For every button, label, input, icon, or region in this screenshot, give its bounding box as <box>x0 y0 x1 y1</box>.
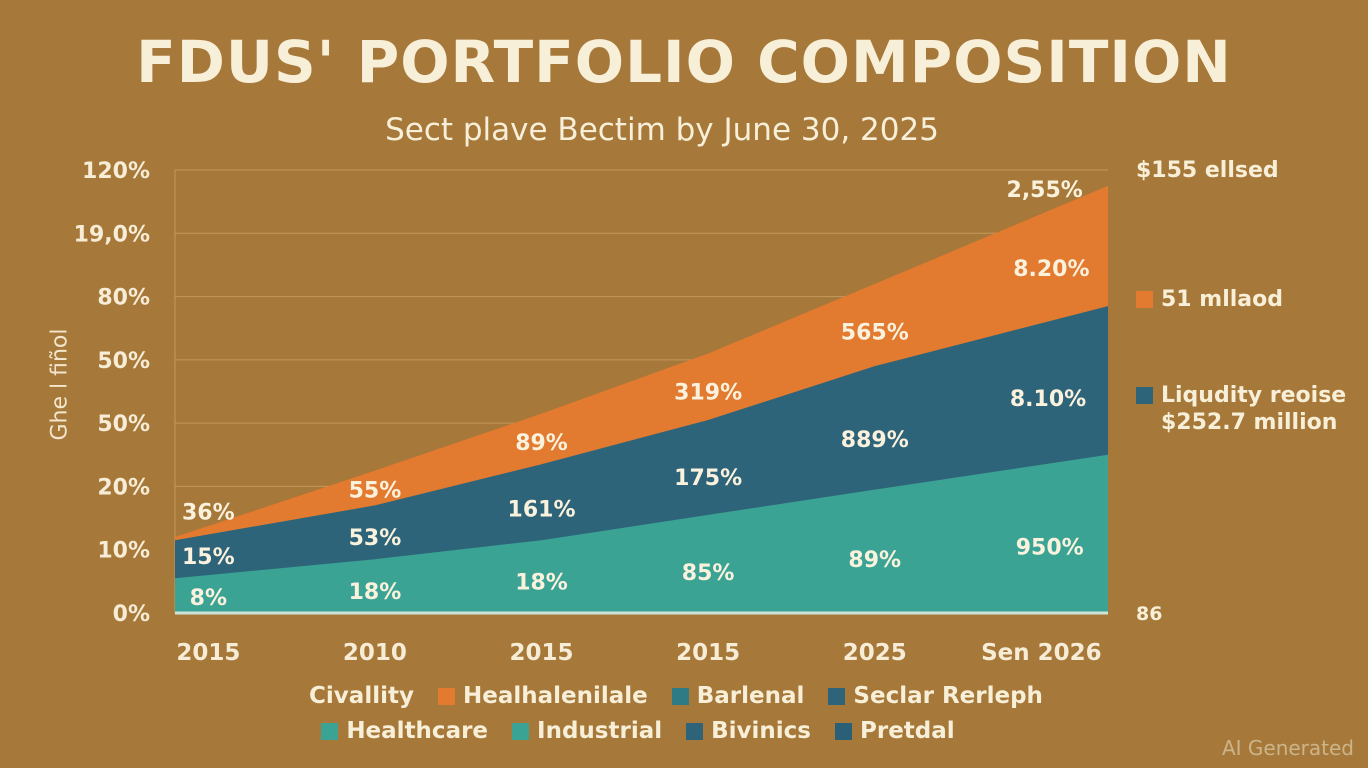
data-label: 89% <box>848 548 901 573</box>
legend-label: Healthcare <box>346 718 489 744</box>
legend-label: Healhalenilale <box>462 683 648 709</box>
legend-item: Civallity <box>309 683 414 709</box>
legend-swatch-icon <box>686 723 704 740</box>
y-tick-label: 50% <box>97 349 150 374</box>
legend-label: Bivinics <box>711 718 811 744</box>
legend-swatch-icon <box>835 723 852 740</box>
annotation-liquidity-line2: $252.7 million <box>1161 410 1338 435</box>
annotation-middle-text: 51 mllaod <box>1161 287 1283 312</box>
x-tick-label: Sen 2026 <box>981 640 1102 666</box>
y-tick-label: 10% <box>97 539 150 564</box>
data-label: 889% <box>841 428 909 453</box>
data-label: 89% <box>515 431 568 456</box>
legend-swatch-icon <box>512 723 530 740</box>
legend-label: Barlenal <box>696 683 805 709</box>
legend-swatch-icon <box>321 723 339 740</box>
data-label: 15% <box>182 545 235 570</box>
data-label: 36% <box>182 501 235 526</box>
data-label: 950% <box>1016 536 1084 561</box>
legend-label: Pretdal <box>860 718 955 744</box>
chart-subtitle: Sect plave Bectim by June 30, 2025 <box>385 112 939 148</box>
y-tick-label: 0% <box>113 602 150 627</box>
data-label: 55% <box>349 479 402 504</box>
legend-label: Civallity <box>309 683 414 709</box>
annotation-liquidity-line1: Liqudity reoise <box>1161 383 1347 408</box>
legend-row-1: Civallity Healhalenilale Barlenal Seclar Re… <box>0 683 1360 709</box>
legend-item: Healhalenilale <box>437 683 648 709</box>
legend-item: Healthcare <box>321 718 488 744</box>
data-label: 8.20% <box>1013 257 1089 282</box>
watermark: AI Generated <box>1221 736 1354 760</box>
data-label: 8% <box>190 586 227 611</box>
y-tick-label: 80% <box>97 286 150 311</box>
area-teal <box>175 454 1108 613</box>
x-tick-label: 2010 <box>343 640 407 666</box>
y-tick-label: 50% <box>97 412 150 437</box>
y-tick-label: 19,0% <box>74 222 150 247</box>
data-label: 319% <box>674 381 742 406</box>
legend-label: Industrial <box>537 718 663 744</box>
blue-swatch-icon <box>1136 387 1153 404</box>
data-label: 85% <box>682 561 735 586</box>
data-label: 53% <box>349 526 402 551</box>
legend-swatch-icon <box>828 688 846 705</box>
y-tick-label: 120% <box>82 159 150 184</box>
orange-swatch-icon <box>1136 291 1153 308</box>
legend-row-2: Healthcare Industrial Bivinics Pretdal <box>0 718 1322 744</box>
legend-swatch-icon <box>671 688 689 705</box>
legend-item: Industrial <box>512 718 662 744</box>
x-tick-label: 2015 <box>176 640 240 666</box>
chart-title: FDUS' PORTFOLIO COMPOSITION <box>136 28 1232 96</box>
data-label: 161% <box>508 498 576 523</box>
data-label: 2,55% <box>1007 178 1083 203</box>
data-label: 175% <box>674 466 742 491</box>
legend-swatch-icon <box>437 688 455 705</box>
annotation-liquidity: Liqudity reoise $252.7 million <box>1136 383 1346 435</box>
y-tick-label: 20% <box>97 475 150 500</box>
data-label: 18% <box>349 580 402 605</box>
data-label: 18% <box>515 570 568 595</box>
data-label: 8.10% <box>1010 387 1086 412</box>
x-tick-label: 2015 <box>510 640 574 666</box>
legend-item: Seclar Rerleph <box>828 683 1043 709</box>
legend-item: Bivinics <box>686 718 811 744</box>
annotation-top: $155 ellsed <box>1136 158 1279 183</box>
data-label: 565% <box>841 320 909 345</box>
x-tick-label: 2015 <box>676 640 740 666</box>
x-tick-label: 2025 <box>843 640 907 666</box>
annotation-middle: 51 mllaod <box>1136 287 1283 312</box>
legend-item: Pretdal <box>835 718 955 744</box>
legend-label: Seclar Rerleph <box>853 683 1043 709</box>
legend-item: Barlenal <box>671 683 805 709</box>
annotation-bottom: 86 <box>1136 603 1163 625</box>
